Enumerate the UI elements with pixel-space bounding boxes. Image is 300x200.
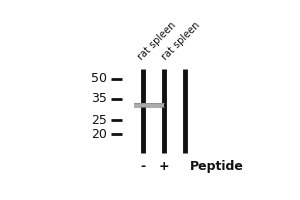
Bar	[134, 103, 164, 107]
Text: 20: 20	[92, 128, 107, 141]
Text: 35: 35	[92, 92, 107, 105]
Text: -: -	[141, 160, 146, 173]
Text: rat spleen: rat spleen	[136, 21, 178, 62]
Text: rat spleen: rat spleen	[160, 21, 202, 62]
Text: +: +	[159, 160, 169, 173]
Text: 50: 50	[91, 72, 107, 85]
Text: Peptide: Peptide	[190, 160, 244, 173]
Text: 25: 25	[92, 114, 107, 127]
